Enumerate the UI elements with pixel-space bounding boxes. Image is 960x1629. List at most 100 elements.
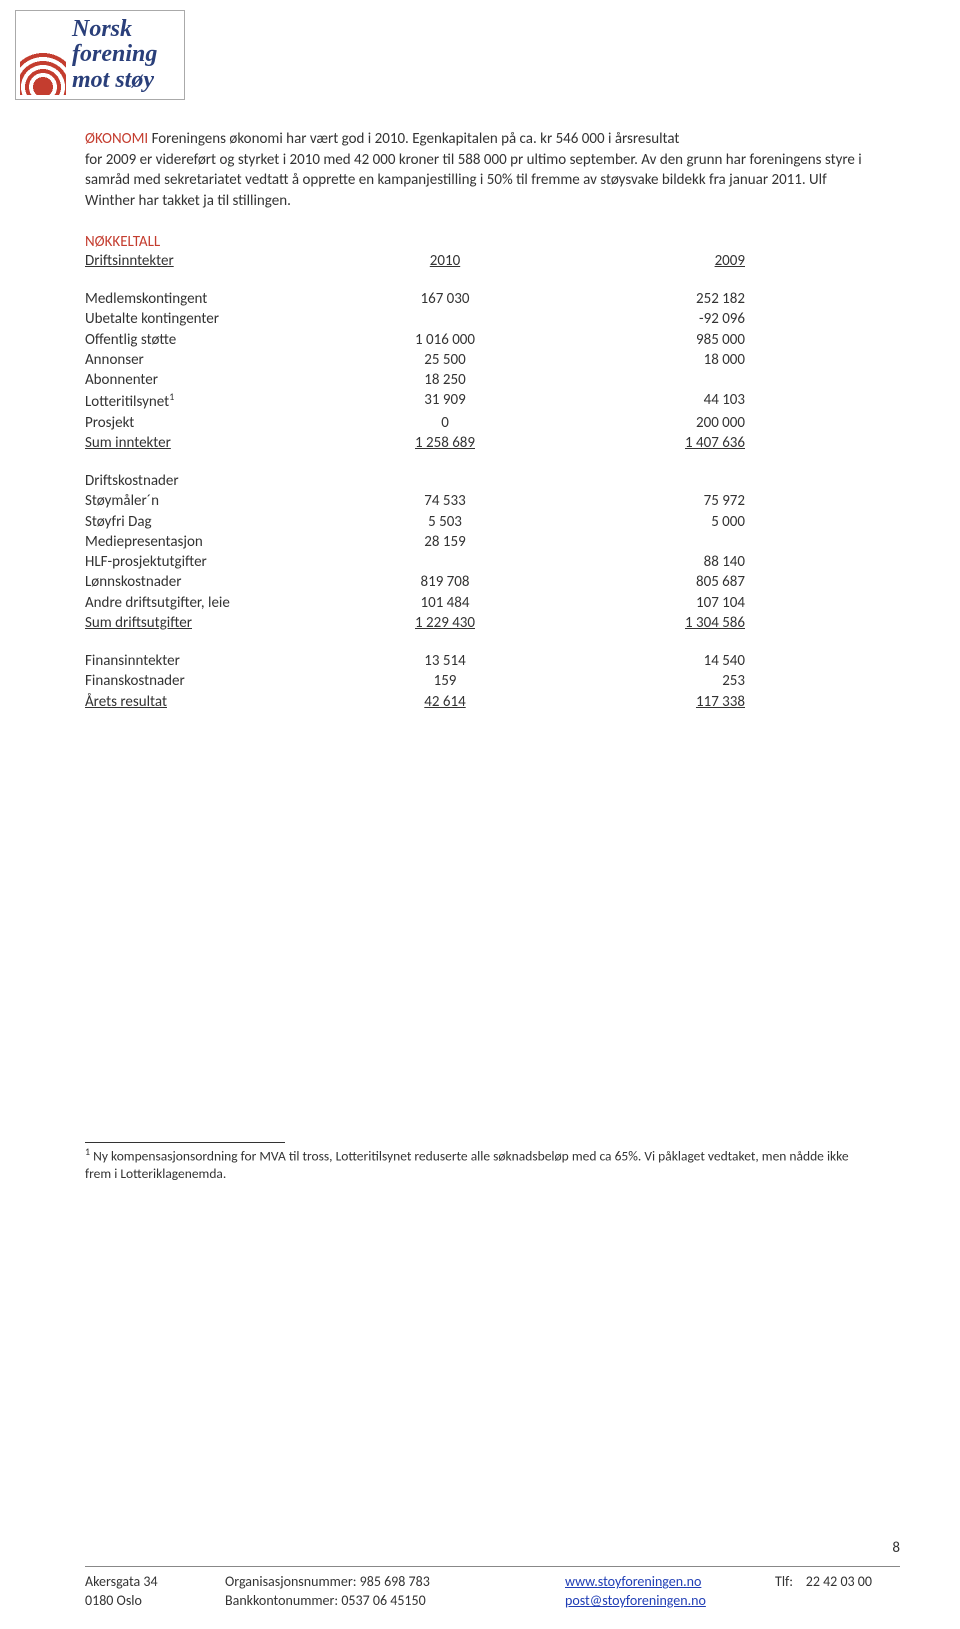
header-driftsinntekter: Driftsinntekter — [85, 251, 345, 271]
row-value-2010: 167 030 — [345, 289, 545, 309]
row-value-2009: 200 000 — [545, 413, 745, 433]
row-value-2009: 252 182 — [545, 289, 745, 309]
footnote-text: Ny kompensasjonsordning for MVA til tros… — [85, 1147, 849, 1182]
economy-title-red: ØKONOMI — [85, 130, 148, 148]
table-row: Abonnenter18 250 — [85, 370, 875, 390]
row-value-2010: 1 258 689 — [345, 433, 545, 453]
table-row: Medlemskontingent167 030252 182 — [85, 289, 875, 309]
row-value-2010: 25 500 — [345, 350, 545, 370]
row-value-2010: 31 909 — [345, 390, 545, 412]
table-row: Lotteritilsynet131 90944 103 — [85, 390, 875, 412]
footer-email-link[interactable]: post@stoyforeningen.no — [565, 1592, 775, 1611]
footer-bank: Bankkontonummer: 0537 06 45150 — [225, 1592, 565, 1611]
row-label: Medlemskontingent — [85, 289, 345, 309]
table-row: Annonser25 50018 000 — [85, 350, 875, 370]
row-label: Andre driftsutgifter, leie — [85, 593, 345, 613]
table-row: Sum driftsutgifter1 229 4301 304 586 — [85, 613, 875, 633]
row-value-2010: 819 708 — [345, 572, 545, 592]
row-value-2009: 5 000 — [545, 512, 745, 532]
row-value-2010: 28 159 — [345, 532, 545, 552]
row-value-2009: 1 407 636 — [545, 433, 745, 453]
row-value-2010: 42 614 — [345, 692, 545, 712]
row-label: HLF-prosjektutgifter — [85, 552, 345, 572]
row-value-2009: 985 000 — [545, 330, 745, 350]
row-value-2010: 5 503 — [345, 512, 545, 532]
footer-web-link[interactable]: www.stoyforeningen.no — [565, 1573, 775, 1592]
row-value-2009: 18 000 — [545, 350, 745, 370]
page-footer: Akersgata 34 Organisasjonsnummer: 985 69… — [85, 1573, 900, 1611]
footer-phone: Tlf: 22 42 03 00 — [775, 1573, 895, 1592]
row-label: Lønnskostnader — [85, 572, 345, 592]
footnote-separator — [85, 1142, 285, 1143]
row-label: Mediepresentasjon — [85, 532, 345, 552]
costs-header: Driftskostnader — [85, 471, 875, 491]
table-row: Sum inntekter1 258 6891 407 636 — [85, 433, 875, 453]
row-label: Abonnenter — [85, 370, 345, 390]
table-row: Offentlig støtte1 016 000985 000 — [85, 330, 875, 350]
table-row: Prosjekt0200 000 — [85, 413, 875, 433]
row-value-2009: -92 096 — [545, 309, 745, 329]
row-value-2009: 75 972 — [545, 491, 745, 511]
table-row: Finansinntekter13 51414 540 — [85, 651, 875, 671]
row-value-2009: 1 304 586 — [545, 613, 745, 633]
row-value-2009: 253 — [545, 671, 745, 691]
row-value-2010: 0 — [345, 413, 545, 433]
economy-heading: ØKONOMI Foreningens økonomi har vært god… — [85, 130, 875, 148]
economy-body: for 2009 er videreført og styrket i 2010… — [85, 150, 875, 211]
row-label: Støyfri Dag — [85, 512, 345, 532]
costs-table: Støymåler´n74 53375 972Støyfri Dag5 5035… — [85, 491, 875, 633]
document-page: Norsk forening mot støy ØKONOMI Forening… — [0, 0, 960, 1629]
table-row: Støymåler´n74 53375 972 — [85, 491, 875, 511]
table-row: Mediepresentasjon28 159 — [85, 532, 875, 552]
row-label: Ubetalte kontingenter — [85, 309, 345, 329]
footer-row-2: 0180 Oslo Bankkontonummer: 0537 06 45150… — [85, 1592, 900, 1611]
table-row: Årets resultat42 614117 338 — [85, 692, 875, 712]
income-header-row: Driftsinntekter 2010 2009 — [85, 251, 875, 271]
table-row: Andre driftsutgifter, leie101 484107 104 — [85, 593, 875, 613]
financial-table: Finansinntekter13 51414 540Finanskostnad… — [85, 651, 875, 712]
org-logo: Norsk forening mot støy — [15, 10, 185, 100]
footer-address-1: Akersgata 34 — [85, 1573, 225, 1592]
row-value-2010 — [345, 552, 545, 572]
logo-waves-icon — [20, 15, 66, 95]
row-value-2009: 117 338 — [545, 692, 745, 712]
row-value-2010: 74 533 — [345, 491, 545, 511]
footer-orgnr: Organisasjonsnummer: 985 698 783 — [225, 1573, 565, 1592]
row-value-2009: 805 687 — [545, 572, 745, 592]
row-label: Finanskostnader — [85, 671, 345, 691]
table-row: Ubetalte kontingenter -92 096 — [85, 309, 875, 329]
row-value-2010: 13 514 — [345, 651, 545, 671]
row-value-2009: 107 104 — [545, 593, 745, 613]
table-row: Finanskostnader159253 — [85, 671, 875, 691]
footer-row-1: Akersgata 34 Organisasjonsnummer: 985 69… — [85, 1573, 900, 1592]
row-value-2009: 88 140 — [545, 552, 745, 572]
nokkeltall-label: NØKKELTALL — [85, 233, 875, 251]
row-label: Annonser — [85, 350, 345, 370]
footnote: 1 Ny kompensasjonsordning for MVA til tr… — [85, 1145, 875, 1183]
footer-address-2: 0180 Oslo — [85, 1592, 225, 1611]
row-label: Prosjekt — [85, 413, 345, 433]
row-label: Sum driftsutgifter — [85, 613, 345, 633]
economy-title-rest: Foreningens økonomi har vært god i 2010.… — [148, 130, 679, 148]
row-label: Sum inntekter — [85, 433, 345, 453]
row-value-2009: 44 103 — [545, 390, 745, 412]
table-row: Støyfri Dag5 5035 000 — [85, 512, 875, 532]
row-value-2010: 18 250 — [345, 370, 545, 390]
row-label: Årets resultat — [85, 692, 345, 712]
row-value-2009 — [545, 532, 745, 552]
table-row: HLF-prosjektutgifter 88 140 — [85, 552, 875, 572]
header-year-2009: 2009 — [545, 251, 745, 271]
footer-separator — [85, 1566, 900, 1567]
row-value-2010: 1 229 430 — [345, 613, 545, 633]
row-label: Støymåler´n — [85, 491, 345, 511]
income-table: Medlemskontingent167 030252 182Ubetalte … — [85, 289, 875, 453]
row-value-2009: 14 540 — [545, 651, 745, 671]
row-value-2010: 101 484 — [345, 593, 545, 613]
row-value-2010 — [345, 309, 545, 329]
row-label: Offentlig støtte — [85, 330, 345, 350]
row-value-2010: 1 016 000 — [345, 330, 545, 350]
row-label: Finansinntekter — [85, 651, 345, 671]
header-year-2010: 2010 — [345, 251, 545, 271]
logo-text: Norsk forening mot støy — [72, 17, 157, 93]
row-label: Lotteritilsynet1 — [85, 390, 345, 412]
